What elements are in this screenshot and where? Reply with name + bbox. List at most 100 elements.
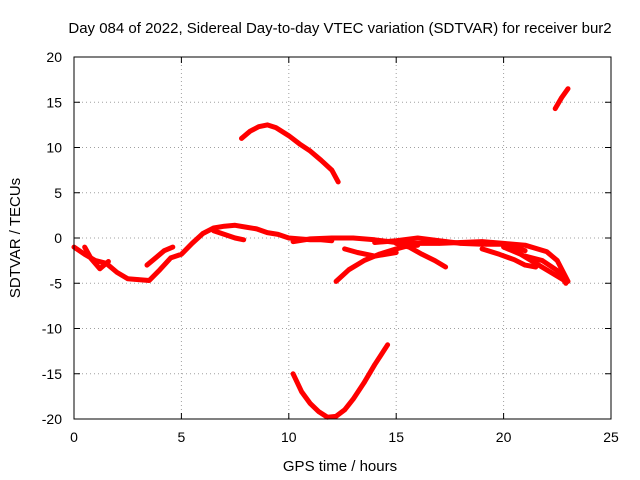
data-point: [290, 239, 296, 244]
tick-marks: [73, 56, 612, 420]
data-point: [222, 224, 227, 229]
data-point: [114, 270, 120, 275]
data-point: [351, 396, 356, 402]
data-point: [394, 241, 399, 246]
data-point: [406, 244, 412, 250]
data-point: [522, 248, 528, 253]
chart-title: Day 084 of 2022, Sidereal Day-to-day VTE…: [68, 20, 611, 37]
y-tick-label: 10: [46, 140, 62, 156]
data-point: [497, 252, 502, 257]
data-point: [243, 224, 248, 230]
data-point: [372, 253, 377, 259]
data-point: [336, 179, 341, 185]
data-point: [241, 237, 246, 242]
data-point: [254, 226, 259, 232]
data-point: [372, 362, 377, 367]
data-point: [170, 244, 175, 250]
data-point: [275, 232, 281, 237]
x-tick-label: 0: [70, 429, 78, 445]
data-point: [458, 241, 463, 246]
data-point: [563, 281, 569, 286]
x-tick-label: 10: [281, 429, 297, 445]
data-point: [273, 125, 279, 130]
data-point: [308, 236, 313, 242]
data-point: [522, 243, 528, 248]
data-point: [247, 129, 253, 134]
y-tick-label: 15: [46, 94, 62, 110]
series-arc-9: [342, 246, 399, 259]
x-tick-label: 25: [603, 429, 619, 445]
data-point: [501, 244, 506, 250]
data-point: [415, 243, 420, 248]
data-point: [153, 255, 158, 261]
data-point: [555, 258, 560, 263]
data-point: [548, 270, 554, 275]
data-point: [351, 235, 356, 241]
data-point: [437, 238, 442, 243]
data-point: [553, 106, 558, 111]
y-axis-label: SDTVAR / TECUs: [7, 178, 24, 298]
data-point: [385, 342, 390, 347]
data-point: [290, 371, 296, 376]
series-arc-10: [372, 235, 528, 254]
data-point: [432, 258, 438, 263]
y-tick-label: 20: [46, 49, 62, 65]
data-point: [232, 235, 238, 241]
data-point: [419, 252, 425, 257]
data-point: [342, 407, 347, 413]
data-point: [89, 256, 94, 261]
data-point: [144, 262, 150, 268]
data-point: [299, 389, 304, 395]
data-point: [522, 262, 528, 268]
y-tick-label: -20: [42, 411, 62, 427]
data-point: [479, 242, 485, 247]
data-point: [308, 148, 313, 154]
data-point: [342, 246, 347, 252]
data-point: [479, 246, 485, 252]
series-arc-6: [290, 342, 391, 420]
data-point: [518, 252, 523, 257]
y-tick-label: -15: [42, 366, 62, 382]
x-tick-labels: 0 5 10 15 20 25: [70, 429, 619, 445]
data-point: [147, 278, 152, 283]
data-point: [162, 248, 167, 253]
data-point: [286, 133, 291, 138]
data-point: [97, 266, 103, 271]
y-tick-label: 0: [54, 230, 62, 246]
data-point: [540, 258, 545, 263]
series-arc-2: [82, 244, 111, 272]
data-point: [232, 223, 238, 228]
data-point: [361, 380, 367, 385]
data-point: [179, 252, 184, 257]
data-point: [565, 86, 571, 91]
data-point: [239, 136, 244, 141]
data-point: [355, 250, 360, 255]
data-point: [316, 409, 322, 414]
data-point: [394, 250, 399, 255]
data-point: [286, 235, 291, 241]
data-point: [372, 240, 377, 245]
data-point: [125, 276, 130, 281]
data-point: [333, 414, 339, 419]
data-point: [443, 264, 448, 270]
data-point: [106, 259, 111, 264]
data-point: [544, 249, 549, 254]
data-point: [82, 244, 87, 250]
series-arc-14: [522, 253, 569, 286]
data-point: [297, 141, 302, 147]
x-axis-label: GPS time / hours: [283, 458, 397, 475]
data-point: [200, 231, 206, 236]
data-point: [522, 253, 528, 259]
series-layer: [71, 86, 571, 420]
series-arc-5: [239, 122, 341, 185]
data-point: [157, 267, 163, 272]
y-tick-label: 5: [54, 185, 62, 201]
series-arc-4: [211, 228, 247, 243]
data-point: [136, 277, 141, 282]
data-point: [189, 241, 195, 246]
data-point: [256, 124, 261, 129]
y-tick-labels: -20 -15 -10 -5 0 5 10 15 20: [42, 49, 62, 427]
data-point: [415, 235, 420, 241]
data-point: [394, 246, 399, 252]
